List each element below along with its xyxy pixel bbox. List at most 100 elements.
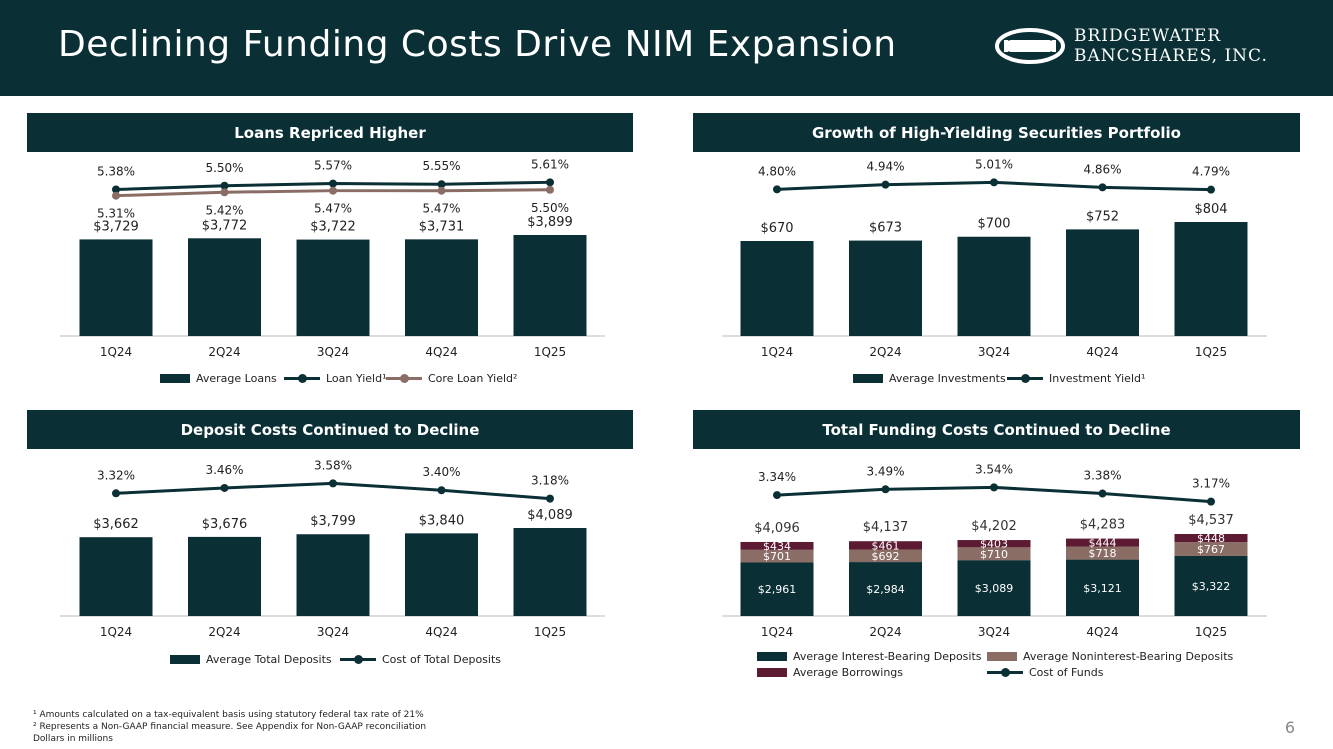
bar	[849, 240, 922, 336]
x-tick-label: 4Q24	[1086, 345, 1118, 359]
line-value-label: 3.40%	[422, 465, 460, 479]
company-logo: BRIDGEWATER BANCSHARES, INC.	[992, 22, 1282, 72]
bar-value-label: $3,676	[202, 517, 248, 532]
footnote-3: Dollars in millions	[33, 734, 113, 744]
line-value-label: 5.38%	[97, 165, 135, 179]
x-tick-label: 3Q24	[978, 625, 1010, 639]
legend-label: Average Loans	[196, 372, 277, 385]
bar	[296, 239, 370, 336]
legend-swatch-line	[1007, 374, 1043, 383]
line-value-label: 5.47%	[422, 202, 460, 216]
stacked-bar-segment	[849, 549, 922, 563]
line-point	[990, 178, 998, 187]
bar-value-label: $3,899	[527, 215, 573, 230]
line-point	[990, 483, 998, 492]
x-tick-label: 3Q24	[978, 345, 1010, 359]
x-tick-label: 4Q24	[1086, 625, 1118, 639]
legend-label: Average Investments	[889, 372, 1006, 385]
bar-segment-label: $710	[980, 548, 1008, 561]
line-value-label: 5.31%	[97, 207, 135, 221]
stacked-bar-segment	[957, 547, 1031, 561]
line-point	[329, 479, 337, 488]
bar-segment-label: $448	[1197, 532, 1225, 545]
line-point	[773, 491, 781, 500]
line-point	[329, 186, 337, 195]
bar	[740, 241, 814, 336]
bar-value-label: $4,089	[527, 508, 573, 523]
stacked-bar-segment	[849, 541, 922, 550]
x-tick-label: 1Q24	[761, 345, 793, 359]
line-value-label: 4.94%	[866, 160, 904, 174]
line-point	[546, 185, 554, 194]
bar	[188, 238, 261, 336]
bar-value-label: $673	[869, 221, 902, 236]
bar	[1174, 222, 1248, 336]
line-value-label: 5.47%	[314, 202, 352, 216]
x-tick-label: 3Q24	[317, 345, 349, 359]
bar	[79, 239, 153, 336]
line-point	[881, 485, 890, 494]
line-point	[546, 178, 554, 187]
line-value-label: 3.38%	[1083, 469, 1121, 483]
page-title: Declining Funding Costs Drive NIM Expans…	[58, 24, 897, 65]
bar-total-label: $4,537	[1188, 513, 1234, 528]
line-point	[112, 489, 120, 498]
bar	[405, 533, 478, 616]
legend-item-cost-of-total-deposits: Cost of Total Deposits	[340, 653, 501, 666]
legend-label: Average Borrowings	[793, 666, 904, 679]
bar-total-label: $4,137	[863, 520, 909, 535]
line-point	[220, 181, 229, 190]
stacked-bar-segment	[1174, 542, 1248, 556]
legend-swatch-bar	[170, 655, 200, 664]
x-tick-label: 1Q25	[1195, 345, 1227, 359]
bar-segment-label: $3,322	[1192, 580, 1231, 593]
line-value-label: 3.46%	[205, 463, 243, 477]
legend-swatch-bar	[853, 374, 883, 383]
bar-total-label: $4,283	[1080, 518, 1126, 533]
stacked-bar-segment	[957, 560, 1031, 616]
x-tick-label: 4Q24	[425, 625, 457, 639]
legend-item-investment-yield: Investment Yield¹	[1007, 372, 1145, 385]
legend-item-cost-of-funds: Cost of Funds	[987, 666, 1103, 679]
line-point	[881, 180, 890, 189]
legend-swatch-bar	[757, 652, 787, 661]
x-tick-label: 1Q25	[1195, 625, 1227, 639]
line-point	[1207, 497, 1215, 506]
panel-title-funding: Total Funding Costs Continued to Decline	[693, 410, 1300, 449]
legend-label: Average Noninterest-Bearing Deposits	[1023, 650, 1234, 663]
line-point	[1098, 489, 1107, 498]
footnote-2: ² Represents a Non-GAAP financial measur…	[33, 722, 427, 732]
stacked-bar-segment	[1066, 538, 1139, 547]
header-bar: Declining Funding Costs Drive NIM Expans…	[0, 0, 1333, 96]
stacked-bar-segment	[740, 549, 814, 563]
legend-swatch-line	[386, 374, 422, 383]
stacked-bar-segment	[1066, 559, 1139, 616]
bar-value-label: $700	[977, 217, 1010, 232]
stacked-bar-segment	[849, 562, 922, 616]
footnotes: ¹ Amounts calculated on a tax-equivalent…	[33, 709, 426, 745]
line-value-label: 3.58%	[314, 458, 352, 472]
legend-item-average-total-deposits: Average Total Deposits	[170, 653, 332, 666]
bar-segment-label: $403	[980, 538, 1008, 551]
bar-value-label: $3,662	[93, 517, 139, 532]
bar	[79, 537, 153, 616]
line-point	[112, 191, 120, 200]
legend-item-core-loan-yield: Core Loan Yield²	[386, 372, 517, 385]
logo-line-1: BRIDGEWATER	[1074, 26, 1222, 46]
bridge-logo-icon	[995, 28, 1065, 64]
line-value-label: 3.54%	[975, 462, 1013, 476]
panel-title-investments: Growth of High-Yielding Securities Portf…	[693, 113, 1300, 152]
line-value-label: 3.17%	[1192, 477, 1230, 491]
line-value-label: 5.01%	[975, 157, 1013, 171]
bar-segment-label: $461	[872, 539, 900, 552]
bar-value-label: $752	[1086, 209, 1119, 224]
legend-item-noninterest-bearing: Average Noninterest-Bearing Deposits	[987, 650, 1233, 663]
bar-value-label: $3,772	[202, 218, 248, 233]
line-value-label: 5.50%	[205, 161, 243, 175]
bar-segment-label: $2,961	[758, 583, 797, 596]
line-point	[1098, 183, 1107, 192]
bar-value-label: $3,722	[310, 220, 356, 235]
bar	[188, 536, 261, 616]
line-point	[437, 486, 446, 495]
